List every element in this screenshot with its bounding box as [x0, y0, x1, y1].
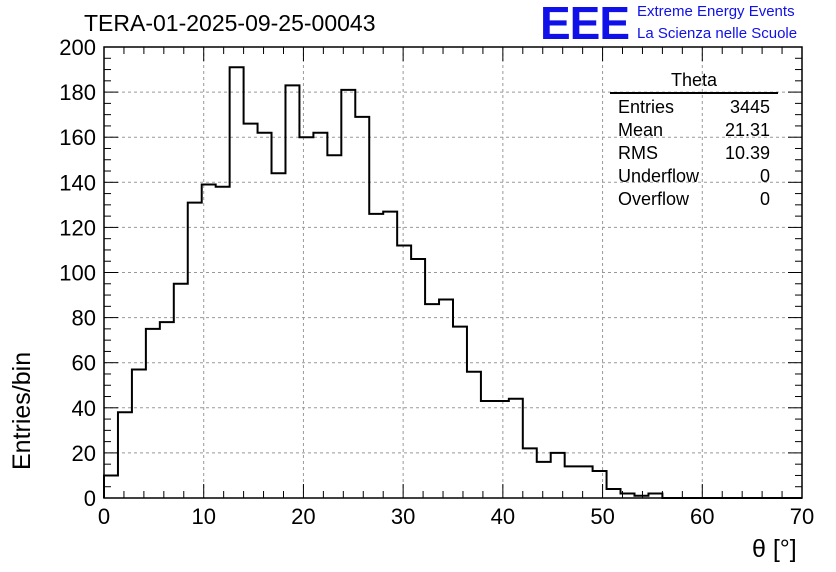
x-tick-label: 50 [590, 504, 614, 529]
histogram-bin [369, 214, 383, 498]
histogram-bin [230, 67, 244, 498]
chart-title: TERA-01-2025-09-25-00043 [84, 10, 376, 36]
histogram-bin [258, 133, 272, 498]
stats-value: 10.39 [724, 143, 770, 163]
logo-line-1: Extreme Energy Events [637, 3, 795, 20]
stats-value: 21.31 [724, 120, 770, 140]
y-tick-label: 180 [59, 80, 96, 105]
stats-label: Entries [618, 97, 675, 117]
stats-value: 0 [759, 189, 770, 209]
histogram-bin [397, 245, 411, 498]
histogram-bin [313, 133, 327, 498]
y-tick-label: 120 [59, 215, 96, 240]
histogram-bin [481, 401, 495, 498]
x-tick-label: 20 [291, 504, 315, 529]
histogram-bin [453, 327, 467, 498]
histogram-bin [537, 462, 551, 498]
stats-value: 3445 [729, 97, 770, 117]
histogram-bin [160, 322, 174, 498]
histogram-bin [174, 284, 188, 498]
histogram-bin [523, 448, 537, 498]
histogram-bin [341, 90, 355, 498]
x-tick-label: 60 [690, 504, 714, 529]
histogram-bin [146, 329, 160, 498]
y-tick-label: 80 [72, 306, 96, 331]
y-tick-label: 0 [84, 486, 96, 511]
histogram-bin [607, 489, 621, 498]
x-axis-label: θ [°] [752, 535, 797, 563]
y-tick-label: 20 [72, 441, 96, 466]
x-tick-label: 30 [391, 504, 415, 529]
histogram-bin [411, 259, 425, 498]
histogram-bin [244, 124, 258, 498]
y-tick-label: 160 [59, 125, 96, 150]
histogram-bin [299, 137, 313, 498]
histogram-bin [118, 412, 132, 498]
eee-logo: EEE [540, 0, 630, 49]
stats-title: Theta [610, 70, 778, 94]
y-axis-label: Entries/bin [8, 351, 36, 470]
x-tick-label: 10 [191, 504, 215, 529]
stats-label: RMS [618, 143, 658, 163]
histogram-bin [355, 117, 369, 498]
stats-row-entries: Entries 3445 [610, 96, 778, 119]
stats-row-rms: RMS 10.39 [610, 142, 778, 165]
histogram-bin [272, 173, 286, 498]
histogram-bin [495, 401, 509, 498]
stats-label: Overflow [618, 189, 690, 209]
histogram-bin [579, 466, 593, 498]
histogram-bin [467, 372, 481, 498]
logo-line-2: La Scienza nelle Scuole [637, 25, 798, 42]
histogram-bin [327, 155, 341, 498]
histogram-bin [216, 187, 230, 498]
y-tick-label: 60 [72, 351, 96, 376]
y-tick-label: 40 [72, 396, 96, 421]
stats-box: Theta Entries 3445 Mean 21.31 RMS 10.39 … [610, 70, 778, 211]
histogram-bin [188, 203, 202, 498]
histogram-bin [593, 471, 607, 498]
stats-row-mean: Mean 21.31 [610, 119, 778, 142]
histogram-bin [565, 466, 579, 498]
stats-row-overflow: Overflow 0 [610, 188, 778, 211]
y-tick-label: 100 [59, 261, 96, 286]
stats-row-underflow: Underflow 0 [610, 165, 778, 188]
x-tick-label: 70 [790, 504, 814, 529]
stats-label: Mean [618, 120, 664, 140]
histogram-outline [103, 66, 802, 499]
histogram-bin [285, 85, 299, 498]
x-tick-label: 40 [491, 504, 515, 529]
y-tick-label: 140 [59, 170, 96, 195]
stats-label: Underflow [618, 166, 700, 186]
y-tick-label: 200 [59, 35, 96, 60]
histogram-bin [202, 185, 216, 498]
x-tick-label: 0 [98, 504, 110, 529]
histogram-bin [509, 399, 523, 498]
histogram-bin [132, 369, 146, 498]
stats-value: 0 [759, 166, 770, 186]
histogram-bin [425, 304, 439, 498]
histogram-bin [383, 212, 397, 498]
histogram-bin [439, 300, 453, 498]
